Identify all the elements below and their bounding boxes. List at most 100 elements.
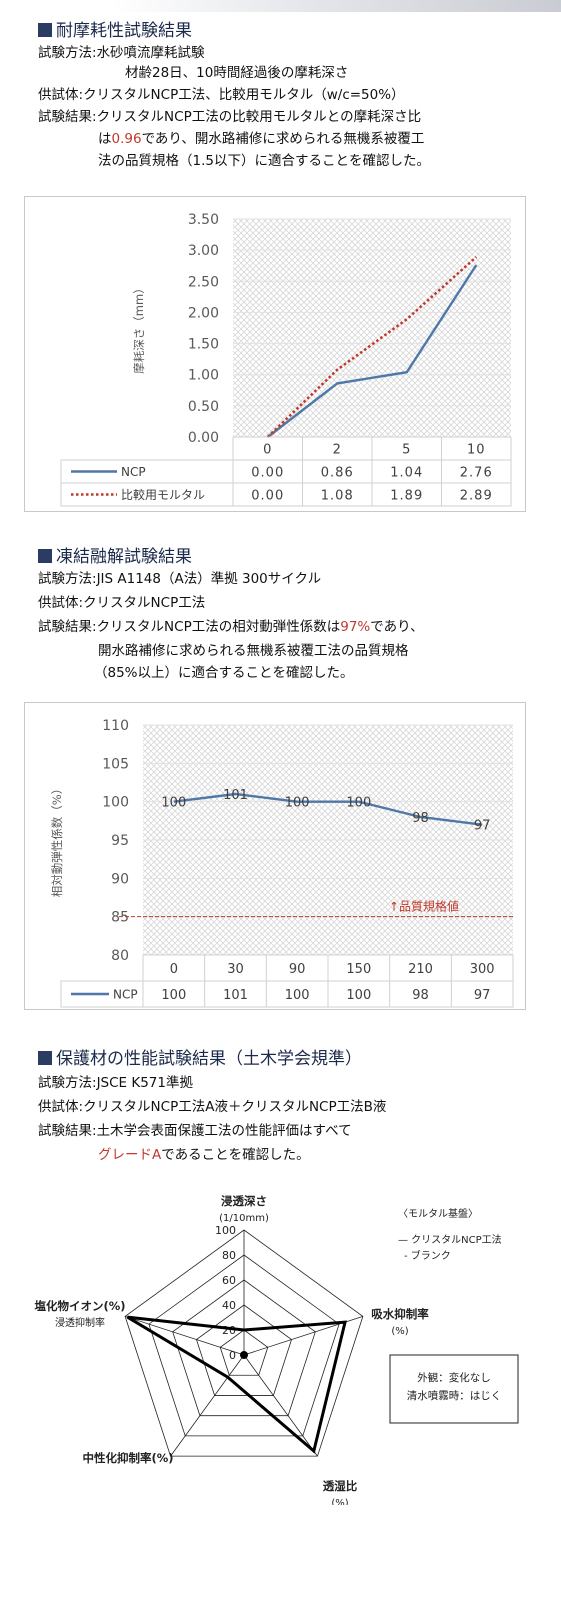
radar-tick-label: 0 [229,1349,236,1362]
radar-axis-label: 浸透深さ [221,1194,267,1208]
data-table-value: 0.00 [251,466,284,481]
legend-label: NCP [121,465,146,479]
data-table-value: 2.89 [460,489,493,504]
text-line: 試験方法:JSCE K571準拠 [38,1075,193,1091]
data-table-value: 2.76 [460,466,493,481]
radar-axis-label: (1/10mm) [219,1213,269,1224]
text-line: 試験方法:水砂噴流摩耗試験 [38,45,205,61]
y-tick-label: 3.00 [188,243,219,259]
data-table-value: 97 [474,988,491,1003]
chart-radar: 0 20 40 60 80 100 浸透深さ (1/10mm) 吸水抑制率 (%) 透湿比 (%) 中性… [34,1194,519,1505]
radar-tick-label: 100 [215,1224,236,1237]
data-label: 101 [223,788,248,803]
text-line: 供試体:クリスタルNCP工法 [38,595,206,611]
y-axis-label: 摩耗深さ（mm） [132,282,146,373]
data-table-value: 0.00 [251,489,284,504]
data-table-value: 101 [223,988,248,1003]
section-title-protective-material: 保護材の性能試験結果（土木学会規準） [38,1044,362,1069]
radar-ring [124,1229,364,1457]
data-table-value: 100 [161,988,186,1003]
radar-series-ncp [126,1315,347,1454]
y-tick-label: 3.50 [188,212,219,228]
y-tick-label: 95 [111,833,129,849]
y-axis-label: 相対動弾性係数（%） [50,783,64,897]
y-tick-label: 0.50 [188,399,219,415]
legend-item: - ブランク [404,1249,451,1262]
radar-axis-label: (%) [331,1498,348,1505]
chart-panel-abrasion: 0.00 0.50 1.00 1.50 2.00 2.50 3.00 3.50 摩耗深さ（mm）… [24,196,526,512]
note-box [389,1354,519,1424]
y-tick-label: 90 [111,871,129,887]
text-line: 材齢28日、10時間経過後の摩耗深さ [125,65,349,81]
data-table-value: 98 [412,988,429,1003]
radar-axis-label: 塩化物イオン(%) [34,1299,125,1313]
data-table-value: 1.08 [321,489,354,504]
y-tick-label: 0.00 [188,430,219,446]
data-label: 97 [474,819,491,834]
x-tick-label: 30 [227,962,244,977]
data-table-value: 100 [346,988,371,1003]
data-table-value: 0.86 [321,466,354,481]
legend-title: 〈モルタル基盤〉 [398,1207,478,1220]
text-line: 試験方法:JIS A1148（A法）準拠 300サイクル [38,571,322,587]
series-line-0 [267,264,478,438]
series-line-0 [173,792,483,826]
data-table-value: 1.04 [390,466,423,481]
radar-tick-label: 60 [222,1274,236,1287]
text-line: （85%以上）に適合することを確認した。 [94,665,354,681]
data-label: 100 [161,796,186,811]
data-label: 100 [285,796,310,811]
data-label: 100 [346,796,371,811]
x-tick-label: 0 [170,962,178,977]
bullet-square-icon [38,549,52,563]
radar-axis-label: 吸水抑制率 [371,1307,429,1321]
radar-axis-label: 浸透抑制率 [55,1316,105,1329]
text-line: グレードAであることを確認した。 [98,1147,310,1163]
radar-tick-label: 20 [222,1324,236,1337]
data-table-value: 1.89 [390,489,423,504]
radar-spoke [243,1354,318,1457]
radar-axis-label: 透湿比 [323,1479,358,1493]
y-tick-label: 105 [102,756,129,772]
text-line: 供試体:クリスタルNCP工法A液＋クリスタルNCP工法B液 [38,1099,387,1115]
chart-freeze-thaw: 80 85 90 95 100 105 110 相対動弾性係数（%） ↑品質規格値 100 101 1… [50,718,514,1008]
x-tick-label: 210 [408,962,433,977]
text-line: 試験結果:土木学会表面保護工法の性能評価はすべて [38,1123,352,1139]
bullet-square-icon [38,23,52,37]
legend-label: 比較用モルタル [121,487,205,502]
text-line: 開水路補修に求められる無機系被覆工法の品質規格 [98,643,409,659]
y-tick-label: 1.50 [188,337,219,353]
radar-ring [148,1254,340,1437]
y-tick-label: 1.00 [188,368,219,384]
chart-panel-freeze-thaw: 80 85 90 95 100 105 110 相対動弾性係数（%） ↑品質規格値 100 101 1… [24,702,526,1010]
top-gradient-bar [0,0,561,12]
radar-series-blank [240,1351,248,1359]
y-tick-label: 2.50 [188,274,219,290]
x-tick-label: 2 [333,443,342,458]
radar-spoke [124,1315,245,1356]
note-text: 清水噴霧時：はじく [407,1389,502,1402]
x-tick-label: 5 [402,443,411,458]
x-tick-label: 300 [470,962,495,977]
radar-tick-label: 40 [222,1299,236,1312]
x-tick-label: 150 [346,962,371,977]
radar-axis-label: (%) [391,1326,408,1337]
chart-abrasion: 0.00 0.50 1.00 1.50 2.00 2.50 3.00 3.50 摩耗深さ（mm）… [60,212,512,507]
radar-axis-label: 中性化抑制率(%) [82,1451,173,1465]
bullet-square-icon [38,1051,52,1065]
reference-line-label: ↑品質規格値 [389,899,459,914]
radar-ring [219,1329,269,1376]
plot-area-cross [233,219,511,437]
y-tick-label: 110 [102,718,129,734]
radar-ring [195,1304,293,1396]
y-tick-label: 2.00 [188,305,219,321]
y-tick-label: 100 [102,795,129,811]
y-tick-label: 85 [111,910,129,926]
text-line: 試験結果:クリスタルNCP工法の比較用モルタルとの摩耗深さ比 [38,109,422,125]
x-tick-label: 0 [263,443,272,458]
legend-label: NCP [113,988,138,1002]
radar-tick-label: 80 [222,1249,236,1262]
section-title-abrasion: 耐摩耗性試験結果 [38,16,192,41]
x-tick-label: 90 [289,962,306,977]
text-line: 供試体:クリスタルNCP工法、比較用モルタル（w/c=50%） [38,87,405,103]
